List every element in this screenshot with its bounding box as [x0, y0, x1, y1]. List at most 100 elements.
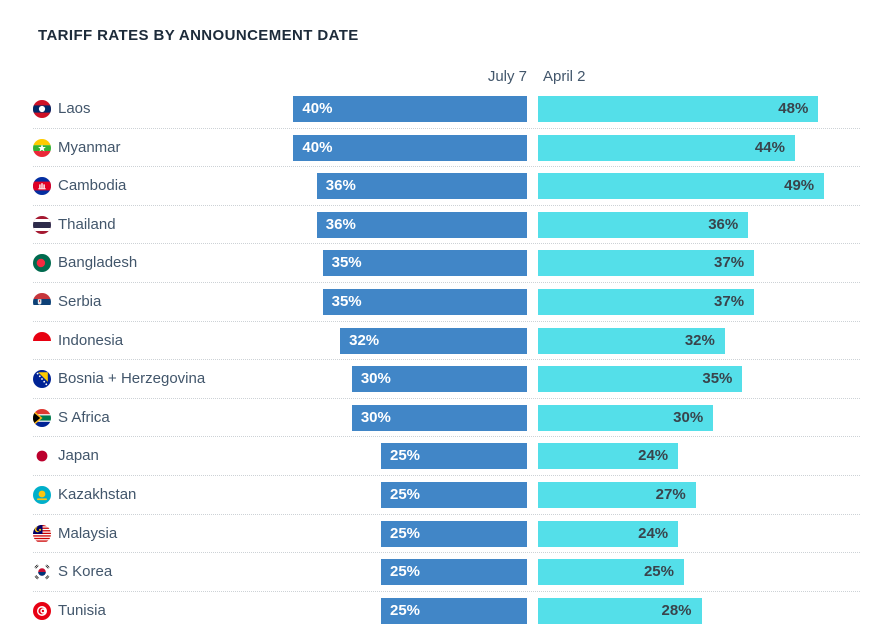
s-africa-flag-icon [33, 408, 51, 427]
july7-bar: 30% [351, 366, 527, 393]
chart-row: Thailand 36% 36% [33, 206, 860, 245]
country-label: Indonesia [58, 331, 124, 349]
kazakhstan-flag-icon [33, 485, 51, 504]
april2-bar-value-label: 37% [714, 254, 745, 272]
july7-bar: 35% [322, 250, 527, 277]
july7-bar-value-label: 30% [360, 370, 391, 388]
april2-bar: 25% [538, 559, 684, 586]
april2-bar-value-label: 49% [784, 177, 815, 195]
april2-bar: 32% [538, 327, 725, 354]
april2-bar-value-label: 37% [714, 292, 745, 310]
chart-row: Kazakhstan 25% 27% [33, 476, 860, 515]
july7-bar: 25% [381, 443, 527, 470]
country-label: Cambodia [58, 177, 127, 195]
july7-bar-value-label: 25% [390, 524, 421, 542]
july7-bar-value-label: 40% [302, 138, 333, 156]
april2-bar-value-label: 24% [638, 447, 669, 465]
april2-bar-value-label: 25% [643, 563, 674, 581]
serbia-flag-icon [33, 292, 51, 311]
chart-row: Japan 25% 24% [33, 437, 860, 476]
country-label: Tunisia [58, 601, 106, 619]
japan-flag-icon [33, 447, 51, 466]
april2-bar-value-label: 48% [778, 100, 809, 117]
april2-bar: 30% [538, 404, 714, 431]
july7-bar-value-label: 36% [325, 215, 356, 233]
july7-bar-value-label: 36% [325, 177, 356, 195]
country-label: Serbia [58, 292, 102, 310]
april2-bar-value-label: 30% [673, 408, 704, 426]
chart-row: Indonesia 32% 32% [33, 322, 860, 361]
column-header-july7: July 7 [487, 68, 527, 85]
april2-bar-value-label: 24% [638, 524, 669, 542]
column-header-april2: April 2 [543, 68, 586, 85]
july7-bar: 25% [381, 597, 527, 624]
malaysia-flag-icon [33, 524, 51, 543]
chart-row: Bangladesh 35% 37% [33, 244, 860, 283]
july7-bar-value-label: 25% [390, 601, 421, 619]
chart-row: Laos 40% 48% [33, 90, 860, 129]
april2-bar: 36% [538, 211, 749, 238]
july7-bar: 40% [293, 96, 527, 122]
chart-row: Myanmar 40% 44% [33, 129, 860, 168]
chart-row: Malaysia 25% 24% [33, 515, 860, 554]
july7-bar-value-label: 25% [390, 563, 421, 581]
july7-bar: 36% [316, 211, 527, 238]
july7-bar-value-label: 35% [331, 254, 362, 272]
april2-bar: 44% [538, 134, 795, 161]
april2-bar: 35% [538, 366, 743, 393]
july7-bar-value-label: 30% [360, 408, 391, 426]
chart-row: Tunisia 25% 28% [33, 592, 860, 631]
july7-bar: 30% [351, 404, 527, 431]
july7-bar: 32% [340, 327, 527, 354]
chart-row: S Africa 30% 30% [33, 399, 860, 438]
april2-bar: 37% [538, 288, 755, 315]
april2-bar: 28% [538, 597, 702, 624]
country-label: Bosnia + Herzegovina [58, 370, 206, 388]
bangladesh-flag-icon [33, 254, 51, 273]
country-label: Thailand [58, 215, 116, 233]
column-headers: July 7 April 2 [0, 68, 880, 88]
july7-bar-value-label: 40% [302, 100, 333, 117]
laos-flag-icon [33, 100, 51, 118]
april2-bar: 37% [538, 250, 755, 277]
april2-bar-value-label: 44% [754, 138, 785, 156]
chart-row: Bosnia + Herzegovina 30% 35% [33, 360, 860, 399]
country-label: Japan [58, 447, 99, 465]
april2-bar: 49% [538, 173, 825, 200]
april2-bar-value-label: 28% [661, 601, 692, 619]
april2-bar-value-label: 32% [684, 331, 715, 349]
july7-bar-value-label: 32% [349, 331, 380, 349]
july7-bar: 25% [381, 520, 527, 547]
country-label: S Korea [58, 563, 113, 581]
april2-bar-value-label: 35% [702, 370, 733, 388]
chart-row: Cambodia 36% 49% [33, 167, 860, 206]
april2-bar: 27% [538, 481, 696, 508]
july7-bar: 36% [316, 173, 527, 200]
country-label: Myanmar [58, 138, 121, 156]
chart-row: S Korea 25% 25% [33, 553, 860, 592]
july7-bar: 40% [293, 134, 527, 161]
april2-bar-value-label: 27% [655, 485, 686, 503]
country-label: Kazakhstan [58, 485, 137, 503]
thailand-flag-icon [33, 215, 51, 234]
bosnia-herzegovina-flag-icon [33, 370, 51, 389]
chart-row: Serbia 35% 37% [33, 283, 860, 322]
july7-bar: 25% [381, 559, 527, 586]
july7-bar-value-label: 25% [390, 485, 421, 503]
april2-bar: 24% [538, 520, 679, 547]
myanmar-flag-icon [33, 138, 51, 157]
july7-bar: 35% [322, 288, 527, 315]
chart-title: TARIFF RATES BY ANNOUNCEMENT DATE [38, 27, 359, 44]
april2-bar-value-label: 36% [708, 215, 739, 233]
country-label: Malaysia [58, 524, 118, 542]
cambodia-flag-icon [33, 177, 51, 196]
tunisia-flag-icon [33, 601, 51, 620]
chart-rows: Laos 40% 48% Myanmar 40% 44% Cambodia 36% 49% Tha… [33, 90, 860, 630]
country-label: S Africa [58, 408, 110, 426]
july7-bar: 25% [381, 481, 527, 508]
s-korea-flag-icon [33, 563, 51, 582]
april2-bar: 48% [538, 96, 819, 122]
april2-bar: 24% [538, 443, 679, 470]
july7-bar-value-label: 25% [390, 447, 421, 465]
